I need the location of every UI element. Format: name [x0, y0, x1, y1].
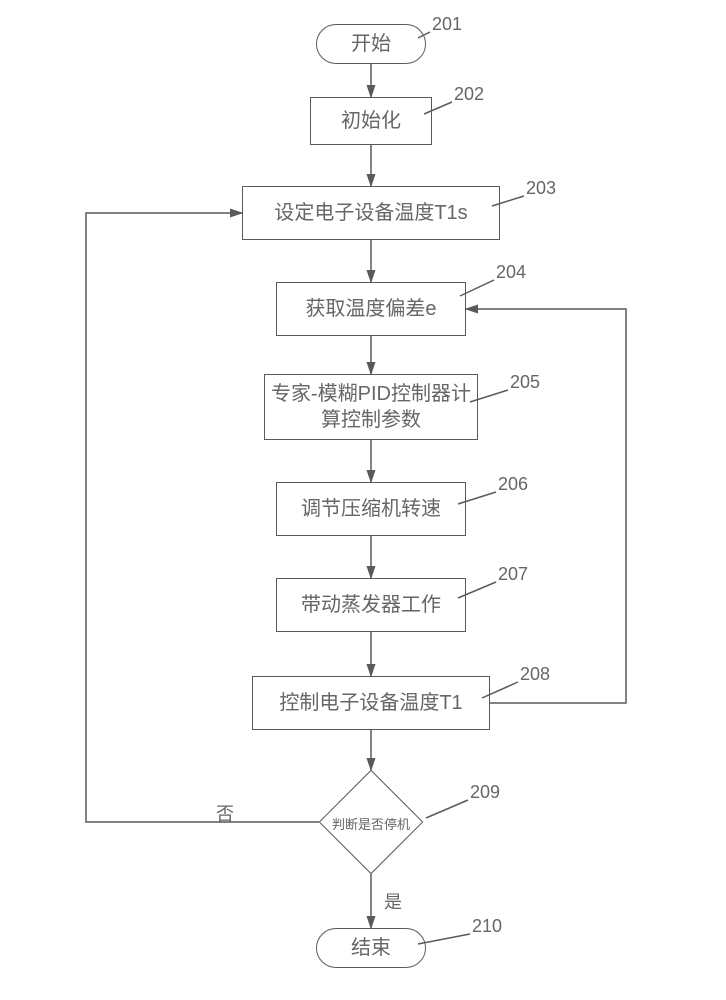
node-decision-label: 判断是否停机	[316, 814, 426, 833]
node-label: 设定电子设备温度T1s	[274, 200, 467, 226]
node-start: 开始	[316, 24, 426, 64]
node-end: 结束	[316, 928, 426, 968]
node-set-temp: 设定电子设备温度T1s	[242, 186, 500, 240]
node-get-deviation: 获取温度偏差e	[276, 282, 466, 336]
node-init: 初始化	[310, 97, 432, 145]
edge-label-no: 否	[216, 800, 234, 826]
node-evaporator: 带动蒸发器工作	[276, 578, 466, 632]
node-tag: 207	[498, 564, 528, 585]
node-tag: 206	[498, 474, 528, 495]
node-control-temp: 控制电子设备温度T1	[252, 676, 490, 730]
node-label: 带动蒸发器工作	[301, 592, 441, 618]
node-label: 初始化	[341, 108, 401, 134]
node-compressor: 调节压缩机转速	[276, 482, 466, 536]
node-tag: 201	[432, 14, 462, 35]
node-tag: 204	[496, 262, 526, 283]
node-label: 控制电子设备温度T1	[279, 690, 462, 716]
node-tag: 203	[526, 178, 556, 199]
node-label: 获取温度偏差e	[305, 296, 436, 322]
node-tag: 208	[520, 664, 550, 685]
node-tag: 209	[470, 782, 500, 803]
node-tag: 205	[510, 372, 540, 393]
node-tag: 210	[472, 916, 502, 937]
node-label: 开始	[351, 31, 391, 57]
node-label: 结束	[351, 935, 391, 961]
edge-label-yes: 是	[384, 888, 402, 914]
node-tag: 202	[454, 84, 484, 105]
node-label: 专家-模糊PID控制器计算控制参数	[269, 381, 473, 433]
node-label: 调节压缩机转速	[301, 496, 441, 522]
node-pid: 专家-模糊PID控制器计算控制参数	[264, 374, 478, 440]
